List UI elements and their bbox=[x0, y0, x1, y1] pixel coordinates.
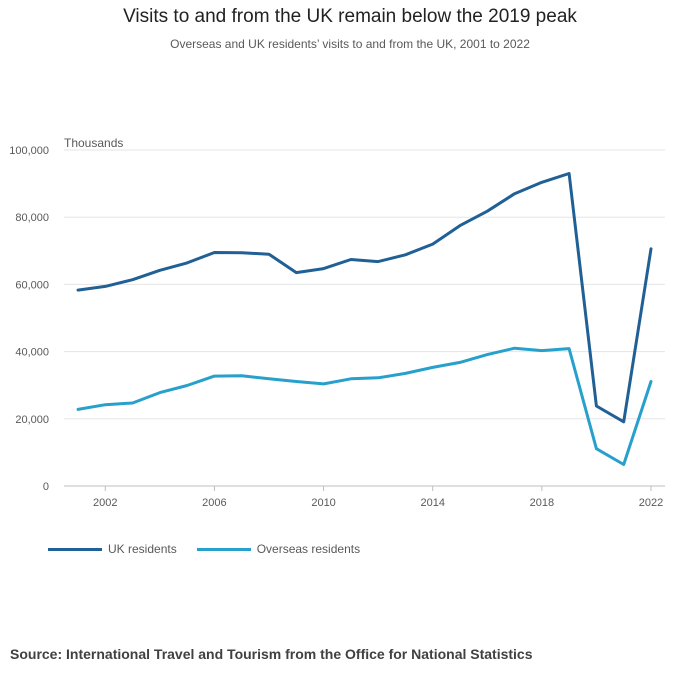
y-axis-label: Thousands bbox=[64, 136, 124, 150]
x-axis-ticks: 2002 2006 2010 2014 2018 2022 bbox=[93, 486, 663, 509]
y-tick-label: 80,000 bbox=[15, 212, 49, 224]
legend-swatch-overseas-residents bbox=[196, 547, 251, 551]
x-tick-label: 2022 bbox=[639, 497, 663, 509]
x-tick-label: 2006 bbox=[202, 497, 226, 509]
source-note: Source: International Travel and Tourism… bbox=[10, 646, 533, 662]
x-tick-label: 2014 bbox=[420, 497, 444, 509]
chart-title: Visits to and from the UK remain below t… bbox=[123, 6, 577, 27]
y-tick-label: 20,000 bbox=[15, 414, 49, 426]
chart-subtitle: Overseas and UK residents’ visits to and… bbox=[170, 37, 530, 51]
y-tick-label: 100,000 bbox=[9, 145, 49, 157]
series-line-uk-residents bbox=[76, 172, 653, 424]
legend-swatch-uk-residents bbox=[48, 547, 102, 551]
x-tick-label: 2002 bbox=[93, 497, 117, 509]
legend: UK residents Overseas residents bbox=[48, 542, 380, 556]
y-tick-label: 40,000 bbox=[15, 347, 49, 359]
y-axis-ticks: 0 20,000 40,000 60,000 80,000 100,000 bbox=[9, 145, 49, 493]
legend-label-uk-residents: UK residents bbox=[108, 542, 177, 556]
legend-label-overseas-residents: Overseas residents bbox=[256, 542, 361, 556]
y-tick-label: 60,000 bbox=[15, 279, 49, 291]
series-lines bbox=[76, 172, 653, 466]
x-tick-label: 2018 bbox=[530, 497, 554, 509]
legend-item-overseas-residents: Overseas residents bbox=[196, 542, 361, 556]
y-tick-label: 0 bbox=[43, 481, 49, 493]
legend-item-uk-residents: UK residents bbox=[48, 542, 177, 556]
series-line-overseas-residents bbox=[76, 346, 653, 466]
gridlines bbox=[64, 149, 665, 487]
x-tick-label: 2010 bbox=[311, 497, 335, 509]
